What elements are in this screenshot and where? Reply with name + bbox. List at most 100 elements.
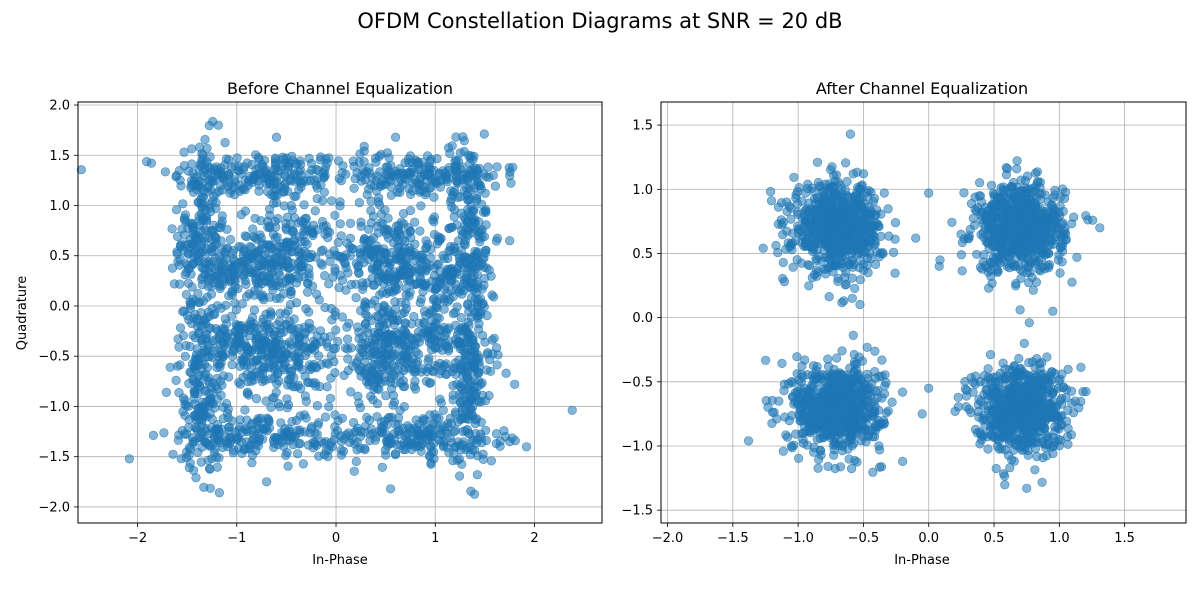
data-point xyxy=(281,450,291,461)
data-point xyxy=(798,438,809,448)
data-point xyxy=(400,319,410,329)
data-point xyxy=(221,253,231,263)
data-point xyxy=(855,275,865,285)
data-point xyxy=(264,178,275,189)
data-point xyxy=(224,291,234,301)
data-point xyxy=(479,129,489,139)
data-point xyxy=(406,233,416,243)
data-point xyxy=(978,228,989,238)
data-point xyxy=(401,329,411,339)
y-tick-label: −0.5 xyxy=(38,350,70,365)
data-point xyxy=(445,433,455,443)
data-point xyxy=(407,266,418,276)
data-point xyxy=(205,152,215,162)
data-point xyxy=(957,237,968,248)
data-point xyxy=(455,397,466,407)
data-point xyxy=(468,339,478,349)
data-point xyxy=(472,196,482,206)
data-point xyxy=(148,430,158,441)
data-point xyxy=(876,209,886,219)
data-point xyxy=(1012,164,1022,174)
data-point xyxy=(1028,186,1038,196)
data-point xyxy=(360,369,370,379)
data-point xyxy=(230,177,240,187)
data-point xyxy=(335,197,345,207)
data-point xyxy=(175,323,186,333)
data-point xyxy=(1031,256,1041,267)
data-point xyxy=(343,354,353,364)
data-point xyxy=(475,261,485,271)
data-point xyxy=(367,315,377,326)
data-point xyxy=(1022,268,1032,278)
data-point xyxy=(283,461,293,471)
data-point xyxy=(354,198,365,208)
data-point xyxy=(410,340,420,350)
data-point xyxy=(888,247,899,257)
data-point xyxy=(449,244,459,254)
data-point xyxy=(351,293,361,303)
data-point xyxy=(195,370,205,380)
figure-title: OFDM Constellation Diagrams at SNR = 20 … xyxy=(357,9,842,33)
data-point xyxy=(199,411,209,421)
data-point xyxy=(793,453,804,464)
data-point xyxy=(1059,193,1070,203)
data-point xyxy=(200,386,210,396)
data-point xyxy=(236,210,246,220)
x-tick-label: −1 xyxy=(227,531,246,546)
data-point xyxy=(833,177,844,187)
data-point xyxy=(393,236,404,246)
data-point xyxy=(285,337,295,347)
data-point xyxy=(402,429,413,439)
data-point xyxy=(964,231,974,241)
data-point xyxy=(360,445,370,455)
data-point xyxy=(475,293,486,304)
data-point xyxy=(311,440,322,451)
data-point xyxy=(459,437,469,447)
data-point xyxy=(397,266,407,276)
data-point xyxy=(373,328,383,338)
data-point xyxy=(489,292,499,302)
data-point xyxy=(245,264,255,274)
data-point xyxy=(198,215,208,225)
data-point xyxy=(450,425,461,435)
data-point xyxy=(452,220,462,230)
data-point xyxy=(460,348,470,358)
data-point xyxy=(293,264,303,274)
data-point xyxy=(993,241,1003,251)
data-point xyxy=(172,249,182,259)
data-point xyxy=(327,196,337,206)
data-point xyxy=(781,430,791,440)
data-point xyxy=(1047,201,1057,211)
data-point xyxy=(359,141,369,151)
data-point xyxy=(815,445,826,456)
data-point xyxy=(240,405,250,415)
data-point xyxy=(340,343,351,353)
data-point xyxy=(262,413,272,423)
data-point xyxy=(777,358,787,369)
data-point xyxy=(481,245,491,255)
data-point xyxy=(438,166,448,176)
data-point xyxy=(472,470,483,480)
data-point xyxy=(197,149,207,159)
data-point xyxy=(774,396,784,406)
data-point xyxy=(337,413,348,423)
data-point xyxy=(956,229,966,239)
data-point xyxy=(312,183,322,193)
data-point xyxy=(410,376,420,386)
data-point xyxy=(363,236,374,246)
data-point xyxy=(359,157,369,167)
data-point xyxy=(233,166,243,176)
data-point xyxy=(349,161,359,171)
data-point xyxy=(366,250,376,260)
data-point xyxy=(351,456,361,467)
data-point xyxy=(161,387,171,398)
data-point xyxy=(459,285,469,296)
data-point xyxy=(369,381,379,392)
data-point xyxy=(372,412,382,422)
data-point xyxy=(262,477,272,487)
data-point xyxy=(390,450,401,460)
data-point xyxy=(190,386,200,396)
data-point xyxy=(417,438,427,448)
data-point xyxy=(766,196,777,206)
data-point xyxy=(331,325,341,335)
